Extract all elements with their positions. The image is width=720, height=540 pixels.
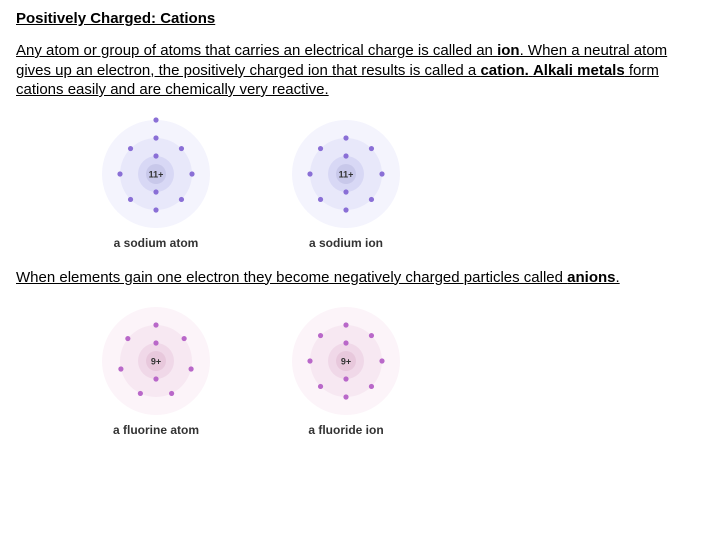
svg-text:11+: 11+ — [339, 169, 354, 179]
sodium-atom-block: 11+ a sodium atom — [96, 114, 216, 250]
sodium-diagrams: 11+ a sodium atom 11+ a sodium ion — [96, 114, 704, 250]
fluorine-ion-caption: a fluoride ion — [308, 423, 383, 437]
p2-text-1: When elements gain one electron they bec… — [16, 269, 567, 286]
fluorine-atom-diagram: 9+ — [96, 301, 216, 421]
sodium-ion-caption: a sodium ion — [309, 236, 383, 250]
term-ion: ion — [497, 42, 520, 59]
fluorine-diagrams: 9+ a fluorine atom 9+ a fluoride ion — [96, 301, 704, 437]
paragraph-1: Any atom or group of atoms that carries … — [16, 41, 704, 100]
fluorine-ion-block: 9+ a fluoride ion — [286, 301, 406, 437]
term-cation: cation. — [480, 62, 528, 79]
p2-text-2: . — [616, 269, 620, 286]
page-title: Positively Charged: Cations — [16, 10, 704, 27]
svg-text:11+: 11+ — [149, 169, 164, 179]
svg-text:9+: 9+ — [341, 356, 351, 366]
sodium-ion-block: 11+ a sodium ion — [286, 114, 406, 250]
term-alkali: Alkali metals — [533, 62, 625, 79]
p1-text-1: Any atom or group of atoms that carries … — [16, 42, 497, 59]
fluorine-atom-block: 9+ a fluorine atom — [96, 301, 216, 437]
sodium-ion-diagram: 11+ — [286, 114, 406, 234]
sodium-atom-caption: a sodium atom — [114, 236, 199, 250]
term-anions: anions — [567, 269, 615, 286]
fluorine-atom-caption: a fluorine atom — [113, 423, 199, 437]
fluorine-ion-diagram: 9+ — [286, 301, 406, 421]
sodium-atom-diagram: 11+ — [96, 114, 216, 234]
paragraph-2: When elements gain one electron they bec… — [16, 268, 704, 288]
svg-text:9+: 9+ — [151, 356, 161, 366]
